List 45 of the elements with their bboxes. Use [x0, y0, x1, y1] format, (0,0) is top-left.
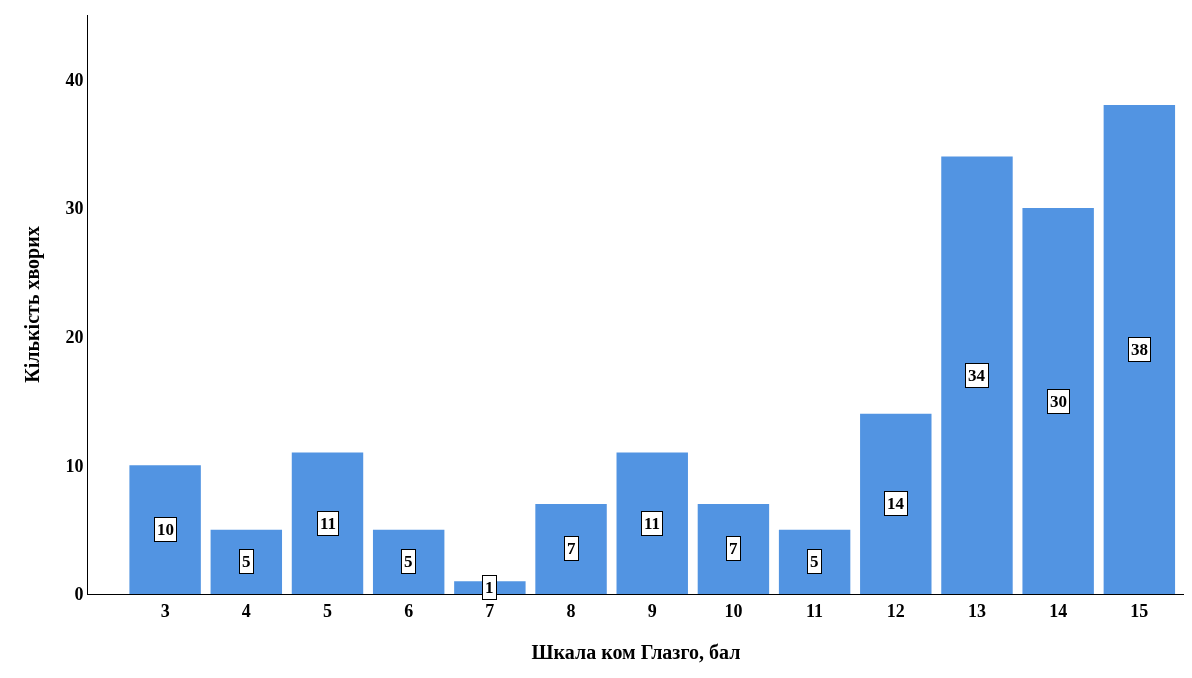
y-tick-label: 30 [65, 198, 84, 219]
bar [860, 413, 932, 594]
bar [535, 503, 607, 594]
data-label: 14 [887, 494, 905, 513]
x-axis-title: Шкала ком Глазго, бал [531, 641, 741, 664]
x-tick-label: 9 [647, 600, 657, 621]
y-tick-label: 20 [65, 326, 84, 347]
data-label: 5 [810, 552, 819, 571]
bar [778, 529, 851, 594]
data-label: 38 [1131, 340, 1148, 359]
x-tick-label: 8 [566, 600, 576, 621]
data-label: 1 [485, 578, 494, 597]
x-tick-label: 13 [967, 600, 986, 621]
x-tick-label: 14 [1049, 600, 1068, 621]
x-tick-label: 12 [886, 600, 905, 621]
data-label: 5 [242, 552, 251, 571]
y-tick-label: 40 [65, 69, 84, 90]
data-label: 7 [567, 539, 576, 558]
x-tick-label: 3 [160, 600, 170, 621]
data-label: 30 [1050, 392, 1067, 411]
bar [210, 529, 283, 594]
y-axis-title: Кількість хворих [20, 226, 44, 383]
bar [291, 452, 364, 594]
bar [129, 465, 201, 594]
bar [616, 452, 688, 594]
y-tick-label: 10 [65, 455, 84, 476]
data-label: 10 [157, 520, 174, 539]
data-label: 11 [644, 514, 661, 533]
y-tick-label: 0 [74, 584, 84, 605]
data-label: 34 [968, 366, 986, 385]
bar [1022, 208, 1094, 594]
x-tick-label: 11 [806, 600, 824, 621]
bar [372, 529, 445, 594]
bar [697, 503, 770, 594]
x-tick-label: 7 [485, 600, 495, 621]
data-label: 7 [729, 539, 738, 558]
x-tick-label: 10 [724, 600, 743, 621]
bar [1103, 105, 1176, 594]
x-tick-label: 6 [404, 600, 414, 621]
x-tick-label: 15 [1130, 600, 1149, 621]
x-tick-label: 4 [241, 600, 251, 621]
bar [941, 156, 1013, 594]
data-label: 11 [320, 514, 337, 533]
data-label: 5 [404, 552, 413, 571]
x-tick-label: 5 [323, 600, 332, 621]
